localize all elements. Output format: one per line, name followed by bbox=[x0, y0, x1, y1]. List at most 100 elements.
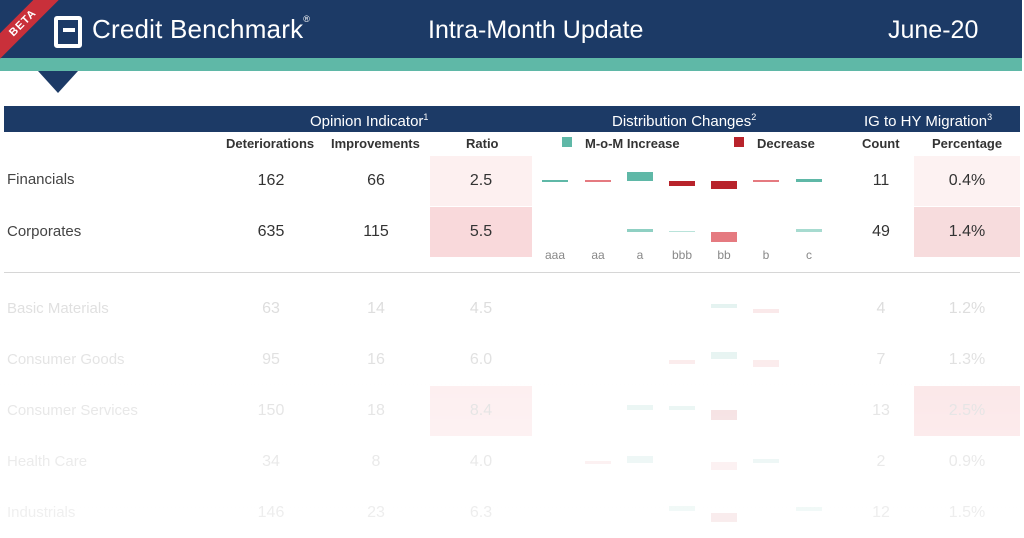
consumer-services-improvements: 18 bbox=[367, 402, 385, 419]
financials-ratio: 2.5 bbox=[469, 172, 493, 189]
row-label-health-care: Health Care bbox=[7, 453, 88, 470]
percentage-heat-cell bbox=[914, 207, 1020, 257]
basic-materials-deteriorations: 63 bbox=[262, 300, 280, 317]
fin-bar-aa bbox=[585, 180, 611, 182]
header-notch bbox=[38, 71, 78, 93]
ratio-heat-cell bbox=[430, 207, 532, 257]
health-care-count: 2 bbox=[876, 453, 886, 470]
corp-bar-c bbox=[796, 229, 822, 232]
consumer-services-deteriorations: 150 bbox=[257, 402, 285, 419]
consumer-goods-improvements: 16 bbox=[367, 351, 385, 368]
ind-bar-c bbox=[796, 507, 822, 511]
health-care-improvements: 8 bbox=[371, 453, 381, 470]
health-care-percentage: 0.9% bbox=[948, 453, 986, 470]
grade-label-bbb: bbb bbox=[671, 248, 693, 262]
industrials-count: 12 bbox=[872, 504, 890, 521]
page-title: Intra-Month Update bbox=[428, 16, 644, 44]
section-header-bar bbox=[4, 106, 1020, 132]
row-label-corporates: Corporates bbox=[7, 223, 82, 240]
col-percentage: Percentage bbox=[932, 136, 1003, 151]
industrials-ratio: 6.3 bbox=[469, 504, 493, 521]
health-care-ratio: 4.0 bbox=[469, 453, 493, 470]
col-count: Count bbox=[862, 136, 900, 151]
bm-bar-b bbox=[753, 309, 779, 313]
cs-bar-bb bbox=[711, 410, 737, 420]
col-deteriorations: Deteriorations bbox=[226, 136, 315, 151]
ratio-heat-cell bbox=[430, 156, 532, 206]
fin-bar-bbb bbox=[669, 181, 695, 186]
row-label-industrials: Industrials bbox=[7, 504, 76, 521]
header-accent-stripe bbox=[0, 58, 1022, 71]
brand-name: Credit Benchmark® bbox=[92, 14, 311, 44]
row-label-financials: Financials bbox=[7, 171, 75, 188]
credit-benchmark-logo-icon bbox=[54, 16, 82, 48]
corporates-improvements: 115 bbox=[363, 223, 389, 240]
ig-hy-migration-heading: IG to HY Migration3 bbox=[864, 112, 993, 130]
health-care-deteriorations: 34 bbox=[262, 453, 280, 470]
grade-label-aa: aa bbox=[591, 248, 605, 262]
consumer-goods-count: 7 bbox=[876, 351, 886, 368]
legend-decrease: Decrease bbox=[757, 136, 815, 151]
report-date: June-20 bbox=[888, 16, 979, 44]
hc-bar-bb bbox=[711, 462, 737, 470]
fin-bar-c bbox=[796, 179, 822, 182]
bm-bar-bb bbox=[711, 304, 737, 308]
row-label-consumer-services: Consumer Services bbox=[7, 402, 138, 419]
financials-count: 11 bbox=[872, 172, 890, 189]
grade-label-aaa: aaa bbox=[544, 248, 566, 262]
financials-improvements: 66 bbox=[367, 172, 385, 189]
distribution-changes-heading: Distribution Changes2 bbox=[612, 112, 757, 130]
ind-bar-bbb bbox=[669, 506, 695, 511]
fin-bar-a bbox=[627, 172, 653, 181]
fin-bar-bb bbox=[711, 181, 737, 189]
grade-label-bb: bb bbox=[717, 248, 731, 262]
basic-materials-ratio: 4.5 bbox=[469, 300, 493, 317]
hc-bar-a bbox=[627, 456, 653, 463]
basic-materials-percentage: 1.2% bbox=[948, 300, 986, 317]
grade-label-b: b bbox=[762, 248, 770, 262]
consumer-services-count: 13 bbox=[872, 402, 890, 419]
hc-bar-b bbox=[753, 459, 779, 463]
industrials-percentage: 1.5% bbox=[948, 504, 986, 521]
consumer-goods-deteriorations: 95 bbox=[262, 351, 280, 368]
cs-bar-a bbox=[627, 405, 653, 410]
corp-bar-bbb bbox=[669, 231, 695, 232]
consumer-goods-ratio: 6.0 bbox=[469, 351, 493, 368]
cg-bar-bbb bbox=[669, 360, 695, 364]
section-divider bbox=[4, 272, 1020, 273]
decrease-legend-swatch bbox=[734, 137, 744, 147]
consumer-services-ratio: 8.4 bbox=[469, 402, 493, 419]
cg-bar-bb bbox=[711, 352, 737, 359]
row-label-basic-materials: Basic Materials bbox=[7, 300, 109, 317]
corporates-count: 49 bbox=[872, 223, 890, 240]
col-improvements: Improvements bbox=[331, 136, 420, 151]
industrials-improvements: 23 bbox=[367, 504, 385, 521]
corporates-ratio: 5.5 bbox=[469, 223, 493, 240]
basic-materials-improvements: 14 bbox=[367, 300, 385, 317]
col-ratio: Ratio bbox=[466, 136, 499, 151]
cg-bar-b bbox=[753, 360, 779, 367]
row-label-consumer-goods: Consumer Goods bbox=[7, 351, 125, 368]
consumer-goods-percentage: 1.3% bbox=[948, 351, 986, 368]
corp-bar-a bbox=[627, 229, 653, 232]
ind-bar-bb bbox=[711, 513, 737, 522]
cs-bar-bbb bbox=[669, 406, 695, 410]
fin-bar-aaa bbox=[542, 180, 568, 182]
basic-materials-count: 4 bbox=[876, 300, 886, 317]
fin-bar-b bbox=[753, 180, 779, 182]
hc-bar-aa bbox=[585, 461, 611, 464]
increase-legend-swatch bbox=[562, 137, 572, 147]
corporates-deteriorations: 635 bbox=[257, 223, 285, 240]
financials-deteriorations: 162 bbox=[257, 172, 285, 189]
grade-label-a: a bbox=[636, 248, 644, 262]
corporates-percentage: 1.4% bbox=[948, 223, 986, 240]
grade-label-c: c bbox=[806, 248, 812, 262]
industrials-deteriorations: 146 bbox=[257, 504, 285, 521]
header-banner bbox=[0, 0, 1022, 62]
corp-bar-bb bbox=[711, 232, 737, 242]
opinion-indicator-heading: Opinion Indicator1 bbox=[310, 112, 429, 130]
consumer-services-percentage: 2.5% bbox=[948, 402, 986, 419]
legend-increase: M-o-M Increase bbox=[585, 136, 680, 151]
percentage-heat-cell bbox=[914, 156, 1020, 206]
financials-percentage: 0.4% bbox=[948, 172, 986, 189]
